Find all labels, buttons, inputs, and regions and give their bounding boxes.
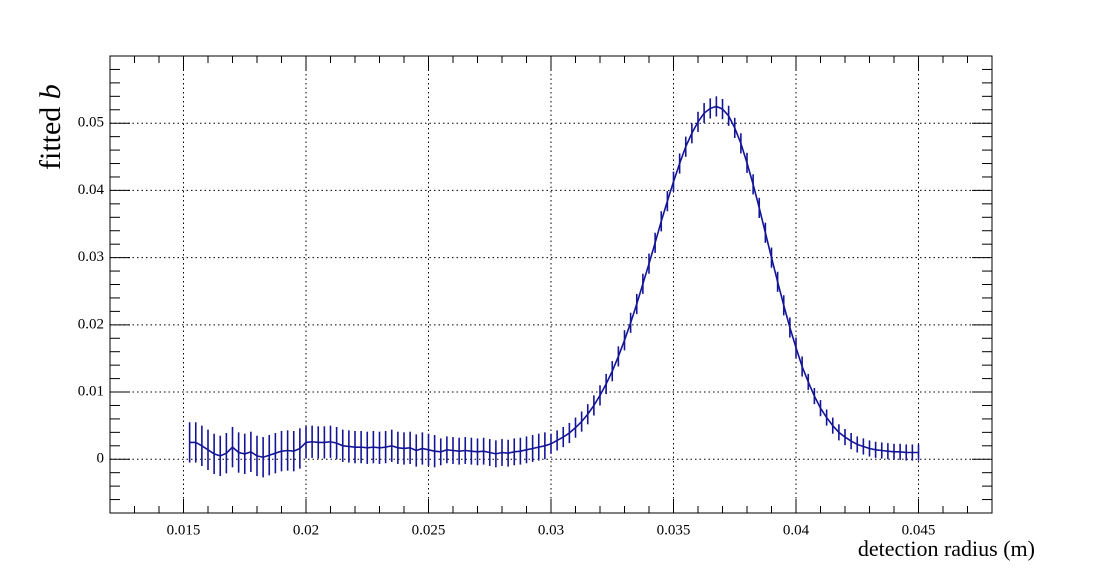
- y-axis-title-text: fitted: [34, 107, 67, 170]
- x-tick-label: 0.025: [412, 522, 446, 538]
- y-tick-label: 0.05: [78, 115, 104, 131]
- x-tick-label: 0.03: [538, 522, 564, 538]
- y-tick-label: 0.03: [78, 249, 104, 265]
- y-axis-title: fitted b: [34, 84, 67, 170]
- y-axis-title-variable: b: [34, 84, 67, 99]
- x-axis-title: detection radius (m): [858, 536, 1035, 561]
- x-tick-label: 0.045: [902, 522, 936, 538]
- x-tick-label: 0.015: [167, 522, 201, 538]
- x-tick-label: 0.02: [293, 522, 319, 538]
- y-tick-label: 0.01: [78, 383, 104, 399]
- y-tick-label: 0: [97, 451, 105, 467]
- data-line: [189, 105, 919, 459]
- y-tick-label: 0.04: [78, 182, 105, 198]
- y-tick-label: 0.02: [78, 316, 104, 332]
- x-tick-label: 0.04: [783, 522, 810, 538]
- x-tick-label: 0.035: [657, 522, 691, 538]
